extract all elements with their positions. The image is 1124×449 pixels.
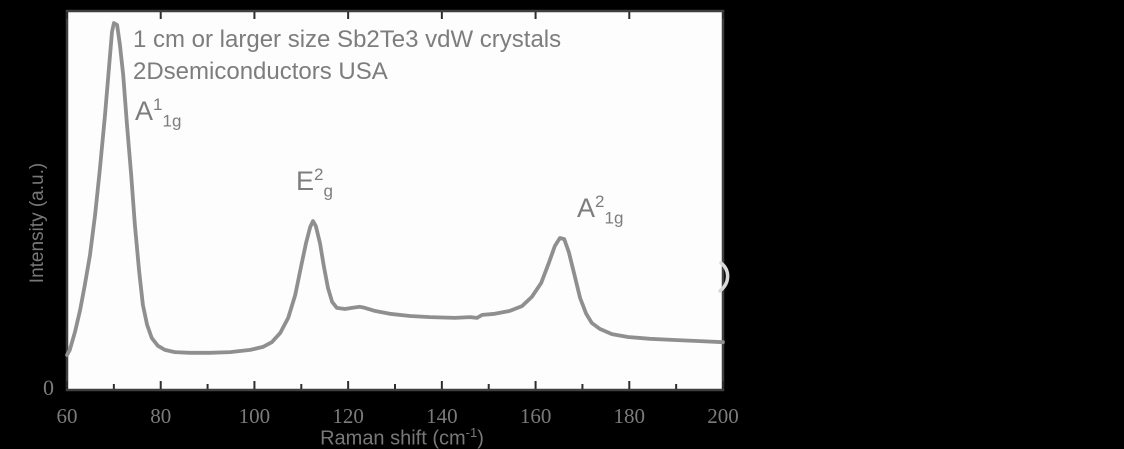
- x-axis-title-text: Raman shift (cm: [320, 427, 466, 449]
- plot-title-line1: 1 cm or larger size Sb2Te3 vdW crystals: [133, 26, 562, 53]
- x-axis-title: Raman shift (cm-1): [320, 425, 484, 449]
- peak-label-subscript: 1g: [604, 208, 624, 228]
- x-axis-title-exponent: -1: [465, 425, 478, 440]
- plot-title-line2: 2Dsemiconductors USA: [133, 58, 388, 85]
- peak-label-superscript: 2: [314, 165, 324, 184]
- x-axis-title-close: ): [477, 427, 484, 449]
- y-axis-title: Intensity (a.u.): [27, 162, 48, 284]
- spectrum-curve: [65, 21, 725, 357]
- peak-label-subscript: 1g: [162, 111, 182, 131]
- peak-label-a1-1g: A11g: [135, 95, 181, 131]
- peak-label-base: A: [577, 193, 596, 223]
- plot-frame: [65, 9, 725, 392]
- y-axis-tick-label-zero: 0: [43, 375, 54, 400]
- peak-label-base: A: [135, 96, 154, 126]
- peak-label-base: E: [296, 166, 315, 196]
- peak-label-superscript: 1: [153, 95, 163, 114]
- peak-label-subscript: g: [323, 181, 333, 201]
- stray-mark-artifact: [718, 261, 730, 293]
- peak-label-a2-1g: A21g: [577, 192, 623, 228]
- peak-label-e2-g: E2g: [296, 165, 333, 201]
- peak-label-superscript: 2: [595, 192, 605, 211]
